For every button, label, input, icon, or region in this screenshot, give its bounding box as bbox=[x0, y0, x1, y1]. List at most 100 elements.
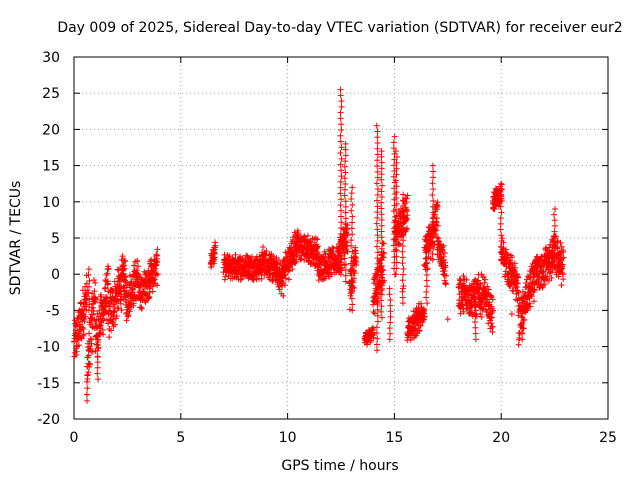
data-point bbox=[348, 278, 355, 285]
data-point bbox=[520, 295, 527, 302]
data-point bbox=[90, 277, 97, 284]
data-point bbox=[322, 275, 329, 282]
data-point bbox=[379, 182, 386, 189]
data-point bbox=[559, 261, 566, 268]
data-point bbox=[426, 236, 433, 243]
data-point bbox=[373, 122, 380, 129]
data-point bbox=[130, 271, 137, 278]
data-point bbox=[378, 262, 385, 269]
data-point bbox=[440, 256, 447, 263]
data-point bbox=[429, 192, 436, 199]
data-point bbox=[548, 275, 555, 282]
data-point bbox=[353, 259, 360, 266]
data-point bbox=[95, 344, 102, 351]
data-point bbox=[338, 167, 345, 174]
data-point bbox=[337, 213, 344, 220]
data-point bbox=[498, 249, 505, 256]
data-point bbox=[374, 151, 381, 158]
data-point bbox=[402, 217, 409, 224]
data-point bbox=[551, 222, 558, 229]
data-point bbox=[289, 266, 296, 273]
data-point bbox=[97, 291, 104, 298]
data-point bbox=[400, 237, 407, 244]
data-point bbox=[527, 274, 534, 281]
data-point bbox=[393, 218, 400, 225]
data-point bbox=[430, 209, 437, 216]
data-point bbox=[423, 255, 430, 262]
data-point bbox=[99, 317, 106, 324]
data-point bbox=[338, 121, 345, 128]
data-point bbox=[460, 272, 467, 279]
data-point bbox=[337, 138, 344, 145]
data-point bbox=[530, 298, 537, 305]
data-point bbox=[374, 157, 381, 164]
data-point bbox=[393, 159, 400, 166]
data-point bbox=[351, 253, 358, 260]
data-point bbox=[373, 324, 380, 331]
data-point bbox=[105, 320, 112, 327]
data-point bbox=[114, 266, 121, 273]
data-point bbox=[370, 334, 377, 341]
data-point bbox=[511, 267, 518, 274]
data-point bbox=[85, 369, 92, 376]
data-point bbox=[489, 323, 496, 330]
data-point bbox=[393, 212, 400, 219]
data-point bbox=[154, 282, 161, 289]
y-tick-label: 10 bbox=[42, 195, 60, 211]
data-point bbox=[81, 318, 88, 325]
data-point bbox=[498, 209, 505, 216]
data-point bbox=[429, 162, 436, 169]
data-point bbox=[342, 181, 349, 188]
data-point bbox=[80, 331, 87, 338]
data-point bbox=[378, 176, 385, 183]
data-point bbox=[151, 276, 158, 283]
data-point bbox=[239, 254, 246, 261]
data-point bbox=[475, 289, 482, 296]
data-point bbox=[121, 265, 128, 272]
data-point bbox=[481, 279, 488, 286]
data-point bbox=[498, 232, 505, 239]
data-point bbox=[497, 226, 504, 233]
data-point bbox=[138, 305, 145, 312]
data-point bbox=[337, 150, 344, 157]
data-point bbox=[434, 199, 441, 206]
y-tick-label: -15 bbox=[37, 376, 60, 392]
y-tick-label: 0 bbox=[51, 267, 60, 283]
data-point bbox=[379, 254, 386, 261]
data-point bbox=[551, 234, 558, 241]
data-point bbox=[84, 378, 91, 385]
data-point bbox=[286, 267, 293, 274]
data-point bbox=[387, 308, 394, 315]
data-point bbox=[392, 148, 399, 155]
data-point bbox=[498, 238, 505, 245]
data-point bbox=[103, 316, 110, 323]
data-point bbox=[430, 244, 437, 251]
data-point bbox=[342, 203, 349, 210]
data-point bbox=[244, 253, 251, 260]
data-point bbox=[404, 216, 411, 223]
data-point bbox=[374, 128, 381, 135]
data-point bbox=[499, 235, 506, 242]
data-point bbox=[348, 242, 355, 249]
data-point bbox=[399, 197, 406, 204]
data-point bbox=[417, 322, 424, 329]
data-point bbox=[282, 275, 289, 282]
data-point bbox=[295, 231, 302, 238]
data-point bbox=[124, 313, 131, 320]
data-point bbox=[379, 239, 386, 246]
data-point bbox=[514, 274, 521, 281]
data-point bbox=[148, 263, 155, 270]
data-point bbox=[391, 150, 398, 157]
data-point bbox=[269, 277, 276, 284]
y-tick-label: -10 bbox=[37, 340, 60, 356]
data-point bbox=[498, 186, 505, 193]
data-point bbox=[399, 294, 406, 301]
data-point bbox=[341, 255, 348, 262]
data-point bbox=[378, 274, 385, 281]
data-point bbox=[337, 115, 344, 122]
data-point bbox=[293, 258, 300, 265]
x-tick-label: 5 bbox=[176, 430, 185, 446]
data-point bbox=[512, 264, 519, 271]
data-point bbox=[130, 286, 137, 293]
data-point bbox=[393, 247, 400, 254]
